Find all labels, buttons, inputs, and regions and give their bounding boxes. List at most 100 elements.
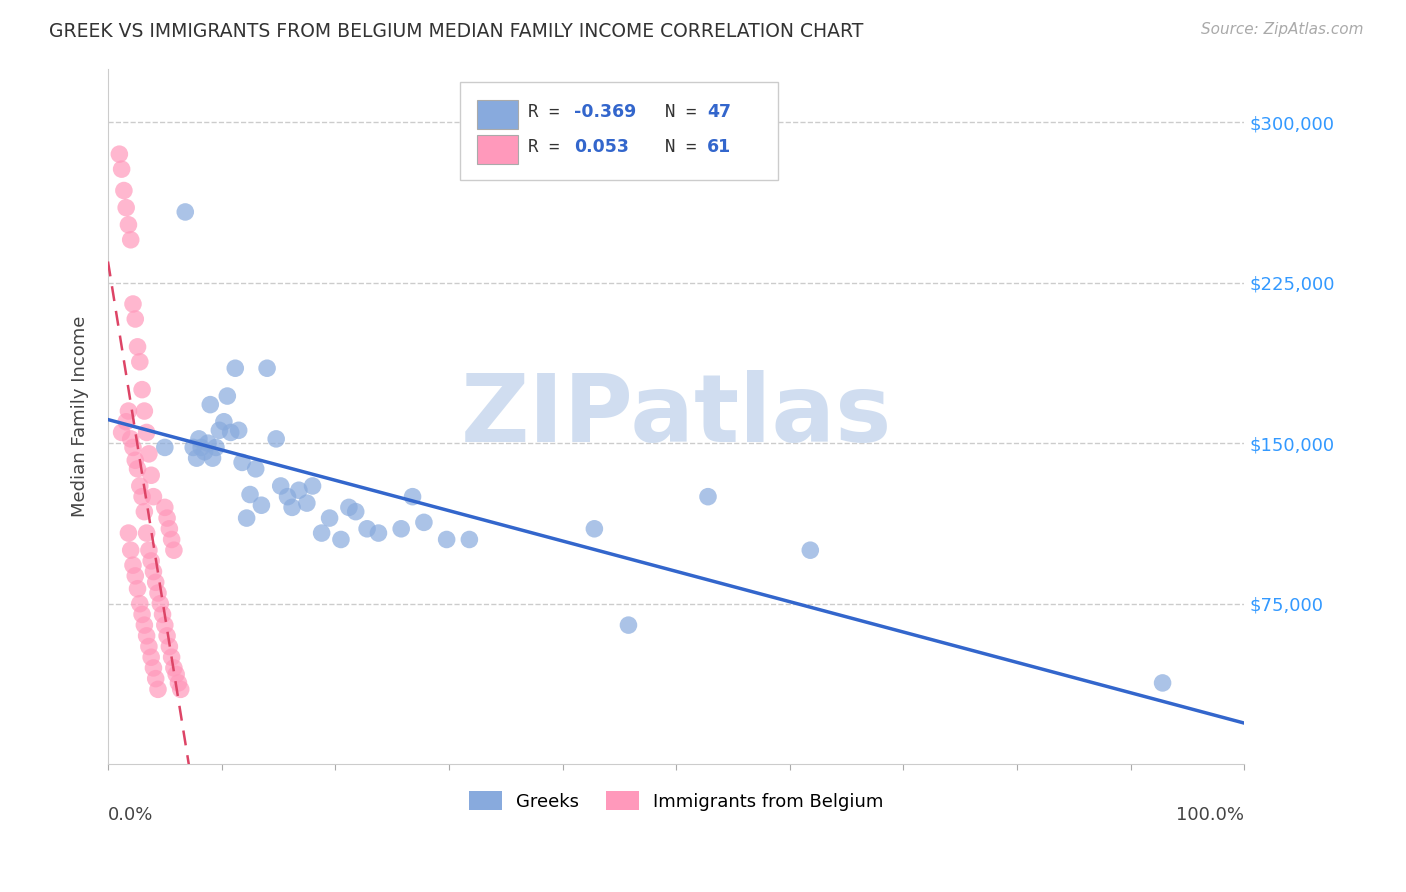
- Point: [142, 490, 165, 504]
- Point: [120, 543, 142, 558]
- Point: [160, 533, 183, 547]
- Point: [270, 479, 292, 493]
- Point: [156, 511, 179, 525]
- Text: GREEK VS IMMIGRANTS FROM BELGIUM MEDIAN FAMILY INCOME CORRELATION CHART: GREEK VS IMMIGRANTS FROM BELGIUM MEDIAN …: [49, 22, 863, 41]
- Point: [111, 425, 134, 440]
- Point: [344, 505, 367, 519]
- Point: [583, 522, 606, 536]
- Point: [146, 586, 169, 600]
- Point: [288, 483, 311, 498]
- Point: [205, 441, 228, 455]
- Point: [145, 672, 167, 686]
- Point: [115, 201, 138, 215]
- Text: R =: R =: [529, 103, 571, 121]
- Point: [264, 432, 287, 446]
- Point: [311, 526, 333, 541]
- Point: [112, 184, 135, 198]
- Text: R =: R =: [529, 138, 571, 156]
- Point: [157, 522, 180, 536]
- Point: [146, 682, 169, 697]
- Point: [142, 565, 165, 579]
- Point: [141, 468, 163, 483]
- Point: [256, 361, 278, 376]
- Point: [153, 618, 176, 632]
- Point: [1152, 676, 1174, 690]
- Point: [436, 533, 458, 547]
- Point: [149, 597, 172, 611]
- Point: [115, 415, 138, 429]
- Point: [200, 398, 222, 412]
- Point: [799, 543, 821, 558]
- Point: [194, 444, 217, 458]
- Point: [152, 607, 174, 622]
- Point: [141, 650, 163, 665]
- Point: [153, 500, 176, 515]
- Point: [186, 451, 208, 466]
- Point: [156, 629, 179, 643]
- Point: [135, 425, 157, 440]
- Point: [277, 490, 299, 504]
- Point: [228, 423, 250, 437]
- Point: [413, 516, 436, 530]
- Point: [134, 618, 156, 632]
- Point: [318, 511, 340, 525]
- Legend: Greeks, Immigrants from Belgium: Greeks, Immigrants from Belgium: [461, 784, 890, 818]
- Text: N =: N =: [665, 103, 707, 121]
- Point: [167, 676, 190, 690]
- Text: 100.0%: 100.0%: [1177, 806, 1244, 824]
- Point: [124, 312, 146, 326]
- Point: [245, 462, 267, 476]
- Point: [131, 383, 153, 397]
- Point: [160, 650, 183, 665]
- Point: [127, 462, 149, 476]
- Point: [131, 490, 153, 504]
- Point: [120, 432, 142, 446]
- Point: [217, 389, 239, 403]
- Text: 47: 47: [707, 103, 731, 121]
- Point: [165, 667, 187, 681]
- Point: [697, 490, 720, 504]
- FancyBboxPatch shape: [477, 135, 519, 164]
- Point: [127, 582, 149, 596]
- Point: [301, 479, 323, 493]
- Point: [128, 355, 150, 369]
- Point: [138, 447, 160, 461]
- Point: [127, 340, 149, 354]
- Point: [117, 526, 139, 541]
- Text: 0.0%: 0.0%: [108, 806, 153, 824]
- Point: [170, 682, 193, 697]
- Point: [281, 500, 304, 515]
- Point: [138, 640, 160, 654]
- Point: [250, 498, 273, 512]
- Y-axis label: Median Family Income: Median Family Income: [72, 316, 89, 517]
- Point: [128, 479, 150, 493]
- Point: [122, 558, 145, 573]
- Point: [131, 607, 153, 622]
- Point: [128, 597, 150, 611]
- Point: [337, 500, 360, 515]
- Point: [458, 533, 481, 547]
- Text: ZIPatlas: ZIPatlas: [461, 370, 891, 462]
- Point: [389, 522, 412, 536]
- Point: [145, 575, 167, 590]
- Point: [187, 432, 209, 446]
- Point: [231, 455, 253, 469]
- Point: [295, 496, 318, 510]
- FancyBboxPatch shape: [477, 100, 519, 129]
- Point: [401, 490, 423, 504]
- Text: N =: N =: [665, 138, 707, 156]
- Point: [134, 505, 156, 519]
- Point: [235, 511, 257, 525]
- Point: [124, 569, 146, 583]
- Point: [135, 629, 157, 643]
- Point: [208, 423, 231, 437]
- Point: [124, 453, 146, 467]
- Point: [142, 661, 165, 675]
- Text: Source: ZipAtlas.com: Source: ZipAtlas.com: [1201, 22, 1364, 37]
- Point: [141, 554, 163, 568]
- Point: [197, 436, 219, 450]
- Point: [153, 441, 176, 455]
- Point: [163, 661, 186, 675]
- Point: [356, 522, 378, 536]
- Text: -0.369: -0.369: [574, 103, 636, 121]
